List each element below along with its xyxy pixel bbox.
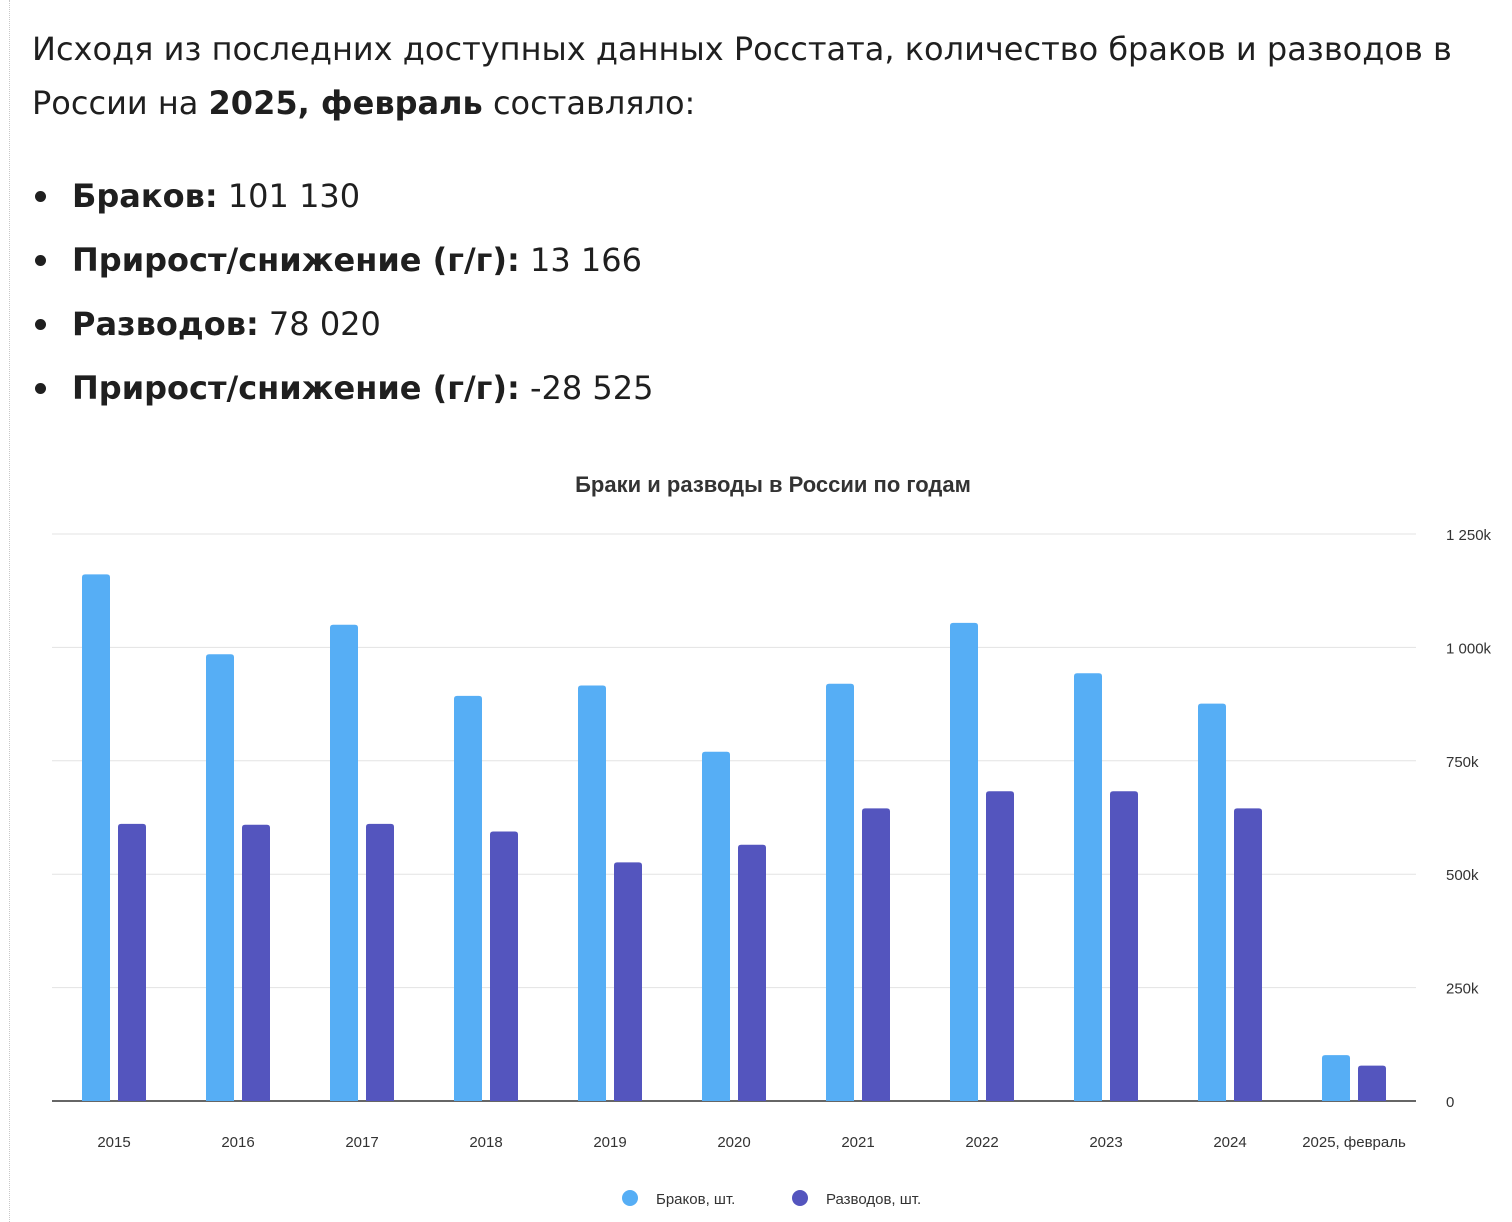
stat-label: Браков: [72, 177, 218, 215]
x-tick-label: 2025, февраль [1302, 1134, 1406, 1151]
x-tick-label: 2023 [1089, 1134, 1122, 1151]
bar-marriages [826, 683, 854, 1101]
bar-divorces [1358, 1065, 1386, 1101]
stat-value: 78 020 [258, 305, 381, 343]
stat-marriages: Браков: 101 130 [32, 164, 653, 228]
x-tick-label: 2024 [1213, 1134, 1246, 1151]
bar-marriages [950, 622, 978, 1101]
bar-marriages [206, 654, 234, 1101]
y-tick-label: 500k [1446, 867, 1479, 884]
stat-divorces: Разводов: 78 020 [32, 292, 653, 356]
intro-paragraph: Исходя из последних доступных данных Рос… [32, 22, 1472, 130]
stat-value: -28 525 [519, 369, 654, 407]
x-tick-label: 2017 [345, 1134, 378, 1151]
x-tick-label: 2019 [593, 1134, 626, 1151]
intro-text-before: Исходя из последних доступных данных Рос… [32, 30, 1452, 122]
x-tick-label: 2015 [97, 1134, 130, 1151]
y-axis-labels: 0 250k 500k 750k 1 000k 1 250k [1446, 527, 1492, 1111]
chart-title: Браки и разводы в России по годам [575, 472, 971, 497]
stat-label: Разводов: [72, 305, 259, 343]
stats-list: Браков: 101 130 Прирост/снижение (г/г): … [32, 164, 653, 420]
y-tick-label: 1 250k [1446, 527, 1492, 544]
bar-divorces [986, 791, 1014, 1101]
y-tick-label: 750k [1446, 754, 1479, 771]
bar-marriages [1322, 1055, 1350, 1101]
bar-divorces [738, 844, 766, 1101]
intro-text-after: составляло: [482, 84, 696, 122]
x-tick-label: 2021 [841, 1134, 874, 1151]
bar-divorces [242, 824, 270, 1101]
bar-marriages [1198, 703, 1226, 1101]
legend-label: Разводов, шт. [826, 1191, 921, 1208]
bar-marriages [82, 574, 110, 1101]
marriages-divorces-chart: Браки и разводы в России по годам 2015 20… [52, 472, 1492, 1208]
chart-gridlines [52, 533, 1416, 1102]
page-left-border [9, 0, 10, 1222]
stat-label: Прирост/снижение (г/г): [72, 369, 520, 407]
y-tick-label: 250k [1446, 981, 1479, 998]
stat-value: 101 130 [217, 177, 361, 215]
bar-divorces [118, 823, 146, 1101]
stat-value: 13 166 [519, 241, 642, 279]
bar-marriages [454, 695, 482, 1101]
stat-marriages-change: Прирост/снижение (г/г): 13 166 [32, 228, 653, 292]
bar-marriages [1074, 673, 1102, 1101]
legend-label: Браков, шт. [656, 1191, 735, 1208]
stat-label: Прирост/снижение (г/г): [72, 241, 520, 279]
bar-marriages [578, 685, 606, 1101]
bar-marriages [330, 624, 358, 1101]
bar-divorces [1110, 791, 1138, 1101]
bar-marriages [702, 751, 730, 1101]
x-tick-label: 2016 [221, 1134, 254, 1151]
stat-divorces-change: Прирост/снижение (г/г): -28 525 [32, 356, 653, 420]
x-tick-label: 2022 [965, 1134, 998, 1151]
bar-divorces [1234, 808, 1262, 1101]
legend-swatch [792, 1190, 808, 1206]
chart-legend: Браков, шт. Разводов, шт. [622, 1190, 921, 1208]
x-axis-labels: 2015 2016 2017 2018 2019 2020 2021 2022 2023 2024… [97, 1134, 1406, 1151]
bar-divorces [490, 831, 518, 1101]
y-tick-label: 0 [1446, 1094, 1454, 1111]
x-tick-label: 2020 [717, 1134, 750, 1151]
x-tick-label: 2018 [469, 1134, 502, 1151]
y-tick-label: 1 000k [1446, 640, 1492, 657]
intro-period: 2025, февраль [208, 84, 483, 122]
bar-divorces [614, 862, 642, 1101]
bar-divorces [366, 823, 394, 1101]
chart-bars [82, 574, 1386, 1101]
bar-divorces [862, 808, 890, 1101]
legend-swatch [622, 1190, 638, 1206]
